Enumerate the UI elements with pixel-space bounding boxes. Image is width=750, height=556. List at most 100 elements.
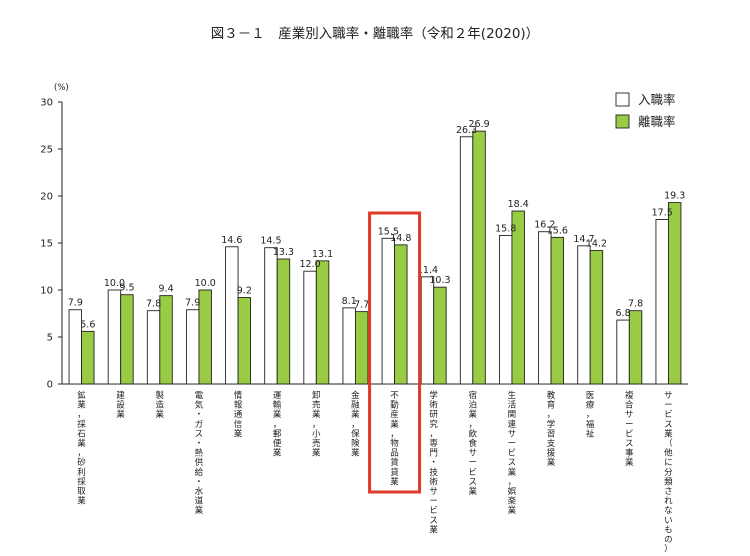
data-label-separation-rate: 10.3 <box>429 275 450 286</box>
bar-separation-rate <box>120 294 134 385</box>
bar-separation-rate <box>81 330 95 385</box>
data-label-separation-rate: 14.8 <box>390 233 411 244</box>
category-label: 医療，福祉 <box>586 391 595 439</box>
bar-separation-rate <box>198 289 212 385</box>
bar-separation-rate <box>276 258 291 385</box>
data-label-separation-rate: 5.6 <box>80 319 95 330</box>
bar-separation-rate <box>628 310 643 385</box>
legend-label: 離職率 <box>638 114 676 129</box>
legend-swatch <box>615 114 630 129</box>
data-label-entry-rate: 14.7 <box>573 234 594 245</box>
bar-entry-rate <box>459 136 474 385</box>
bar-entry-rate <box>381 237 396 385</box>
data-label-entry-rate: 26.3 <box>456 125 477 136</box>
data-label-entry-rate: 7.9 <box>68 298 83 309</box>
data-label-entry-rate: 15.5 <box>378 226 399 237</box>
bar-entry-rate <box>225 246 239 385</box>
bar-separation-rate <box>472 130 486 385</box>
y-tick-label: 0 <box>47 380 53 391</box>
y-axis-unit: (%) <box>54 83 69 93</box>
bar-separation-rate <box>159 295 173 385</box>
bar-separation-rate <box>550 236 565 385</box>
data-label-entry-rate: 6.8 <box>616 308 631 319</box>
y-tick-label: 25 <box>40 145 53 156</box>
bar-separation-rate <box>315 260 330 385</box>
bar-separation-rate <box>433 286 447 385</box>
data-label-separation-rate: 26.9 <box>468 119 489 130</box>
data-label-separation-rate: 10.0 <box>195 278 216 289</box>
bar-entry-rate <box>498 235 513 385</box>
bar-entry-rate <box>264 247 278 385</box>
data-label-separation-rate: 9.2 <box>237 286 252 297</box>
data-label-separation-rate: 7.8 <box>628 299 643 310</box>
chart-title: 図３－１ 産業別入職率・離職率（令和２年(2020)） <box>211 25 539 42</box>
bar-separation-rate <box>511 210 525 385</box>
bar-entry-rate <box>577 245 591 385</box>
category-label: サービス業（他に分類されないもの） <box>664 391 673 555</box>
data-label-entry-rate: 7.9 <box>185 298 200 309</box>
data-label-entry-rate: 14.5 <box>260 236 281 247</box>
category-label: 情報通信業 <box>234 390 243 439</box>
bar-entry-rate <box>655 219 669 385</box>
data-label-separation-rate: 7.7 <box>354 300 369 311</box>
category-label: 複合サービス事業 <box>625 390 634 468</box>
bar-entry-rate <box>420 276 435 385</box>
category-label: 鉱業，採石業，砂利採取業 <box>77 390 86 507</box>
bar-entry-rate <box>185 309 200 385</box>
bar-entry-rate <box>342 307 356 385</box>
bar-entry-rate <box>538 231 552 385</box>
bar-entry-rate <box>616 319 630 385</box>
bar-separation-rate <box>354 311 369 385</box>
category-label: 生活関連サービス業，娯楽業 <box>508 390 517 516</box>
bars <box>68 130 682 385</box>
category-label: 宿泊業，飲食サービス業 <box>469 390 478 497</box>
data-label-separation-rate: 19.3 <box>664 191 685 202</box>
bar-entry-rate <box>303 270 317 385</box>
data-label-separation-rate: 13.3 <box>273 247 294 258</box>
data-label-entry-rate: 17.5 <box>652 208 673 219</box>
bar-separation-rate <box>394 244 408 385</box>
data-label-entry-rate: 16.2 <box>534 220 555 231</box>
legend-swatch <box>615 92 630 107</box>
y-tick-label: 30 <box>40 98 53 109</box>
bar-entry-rate <box>107 289 122 385</box>
category-label: 学術研究，専門・技術サービス業 <box>429 390 438 535</box>
data-label-separation-rate: 15.6 <box>547 225 568 236</box>
category-label: 金融業，保険業 <box>351 390 360 459</box>
data-label-entry-rate: 10.0 <box>104 278 125 289</box>
data-labels: 7.95.610.09.57.89.47.910.014.69.214.513.… <box>68 119 686 330</box>
category-label: 建設業 <box>116 390 125 420</box>
category-label: 卸売業，小売業 <box>312 390 321 459</box>
data-label-separation-rate: 14.2 <box>586 239 607 250</box>
bar-entry-rate <box>146 310 161 385</box>
data-label-entry-rate: 7.8 <box>146 299 161 310</box>
y-tick-label: 10 <box>40 286 53 297</box>
data-label-entry-rate: 15.8 <box>495 223 516 234</box>
highlight-box <box>368 211 422 494</box>
category-label: 教育，学習支援業 <box>547 390 556 468</box>
data-label-separation-rate: 18.4 <box>508 199 529 210</box>
category-labels: 鉱業，採石業，砂利採取業 建設業 製造業 電気・ガス・熱供給・水道業 情報通信業 運輸業，… <box>77 390 673 555</box>
data-label-separation-rate: 9.4 <box>159 284 174 295</box>
y-tick-label: 5 <box>47 333 53 344</box>
data-label-separation-rate: 13.1 <box>312 249 333 260</box>
data-label-entry-rate: 11.4 <box>417 265 438 276</box>
data-label-separation-rate: 9.5 <box>119 283 134 294</box>
data-label-entry-rate: 12.0 <box>299 259 320 270</box>
y-tick-label: 15 <box>40 239 53 250</box>
data-label-entry-rate: 8.1 <box>342 296 357 307</box>
bar-separation-rate <box>589 250 604 385</box>
category-label: 運輸業，郵便業 <box>273 391 282 459</box>
bar-separation-rate <box>667 202 682 385</box>
y-tick-label: 20 <box>40 192 53 203</box>
data-label-entry-rate: 14.6 <box>221 235 242 246</box>
category-label: 不動産業，物品賃貸業 <box>390 391 399 487</box>
bar-separation-rate <box>237 297 252 385</box>
legend-label: 入職率 <box>638 92 676 107</box>
category-label: 製造業 <box>156 390 165 420</box>
category-label: 電気・ガス・熱供給・水道業 <box>195 391 204 516</box>
highlight-frame <box>368 211 422 494</box>
